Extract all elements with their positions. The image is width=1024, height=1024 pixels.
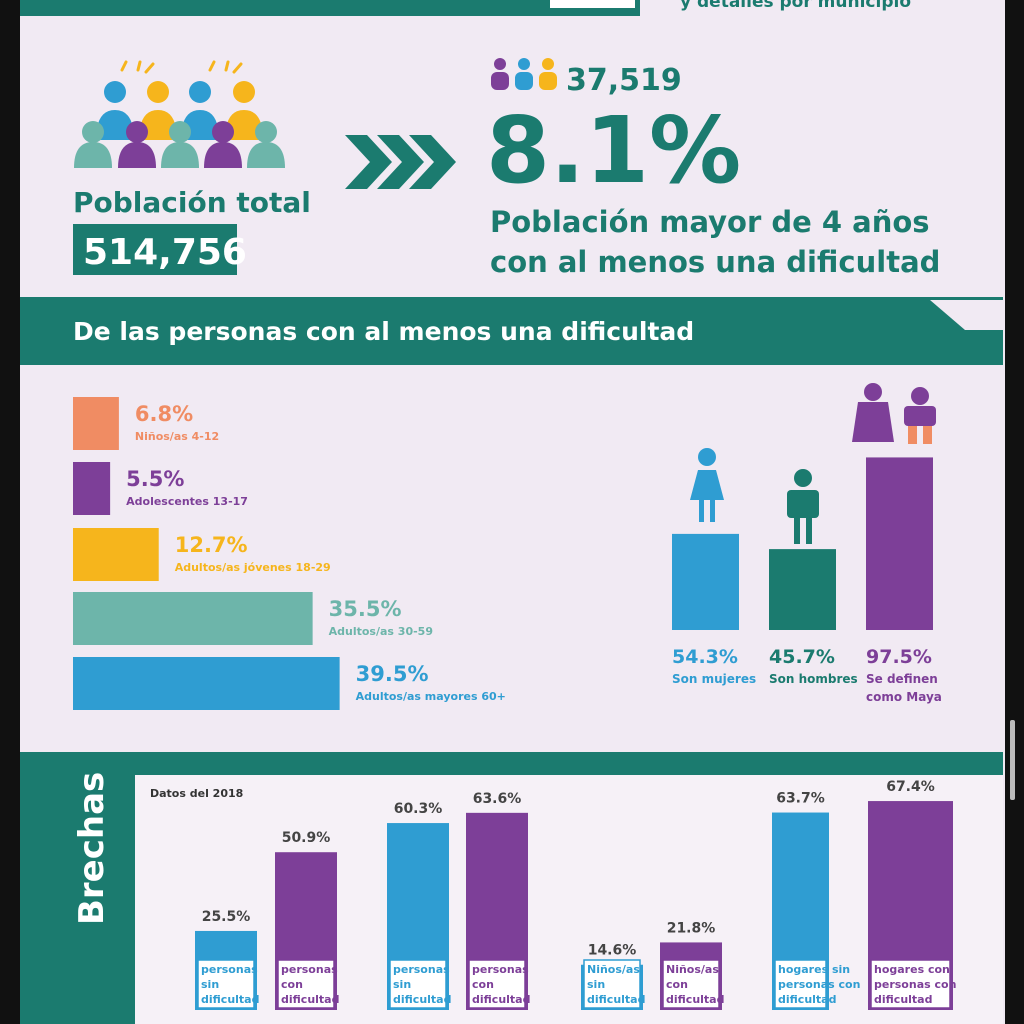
band-notch	[930, 300, 1003, 330]
gap-value: 25.5%	[202, 909, 251, 925]
gap-label-box	[583, 959, 641, 1009]
with-difficulty-count: 37,519	[566, 63, 682, 98]
header-fragment: y detalles por municipio	[680, 0, 911, 12]
gap-label: con	[666, 978, 688, 991]
gaps-note: Datos del 2018	[150, 787, 243, 800]
gap-label: hogares con	[874, 963, 950, 976]
gap-label: sin	[201, 978, 219, 991]
gap-label: dificultad	[201, 993, 259, 1006]
gap-label: Niños/as	[666, 963, 719, 976]
identity-label: como Maya	[866, 690, 942, 704]
description-line: con al menos una dificultad	[490, 245, 940, 279]
gap-label: Niños/as	[587, 963, 640, 976]
chevrons	[345, 135, 456, 189]
identity-label: Se definen	[866, 672, 938, 686]
age-bar	[73, 397, 119, 450]
gap-label: sin	[587, 978, 605, 991]
age-bar	[73, 657, 340, 710]
identity-value: 54.3%	[672, 646, 738, 668]
gap-value: 67.4%	[886, 779, 935, 795]
age-value: 6.8%	[135, 402, 193, 426]
gap-label: personas	[201, 963, 258, 976]
gap-value: 21.8%	[667, 920, 716, 936]
gap-label: dificultad	[874, 993, 932, 1006]
top-gap	[640, 0, 1003, 20]
gap-value: 50.9%	[282, 830, 331, 846]
age-value: 39.5%	[356, 662, 429, 686]
gap-label: personas	[472, 963, 529, 976]
gap-label: dificultad	[281, 993, 339, 1006]
scrollbar	[1010, 720, 1015, 800]
gap-value: 14.6%	[588, 943, 637, 959]
identity-label: Son mujeres	[672, 672, 756, 686]
gap-label: personas con	[874, 978, 956, 991]
age-bar	[73, 592, 313, 645]
age-value: 12.7%	[175, 533, 248, 557]
population-label: Población total	[73, 186, 311, 219]
gap-value: 60.3%	[394, 801, 443, 817]
gaps-side	[20, 752, 135, 1024]
gap-label-box	[870, 959, 951, 1009]
age-label: Niños/as 4-12	[135, 430, 219, 443]
gap-label-box	[197, 959, 255, 1009]
gap-label-box	[277, 959, 335, 1009]
gap-label: dificultad	[666, 993, 724, 1006]
gap-label-box	[468, 959, 526, 1009]
top-box	[550, 0, 635, 8]
gap-label: con	[472, 978, 494, 991]
age-label: Adolescentes 13-17	[126, 495, 248, 508]
gap-label: sin	[393, 978, 411, 991]
gap-label: personas con	[778, 978, 860, 991]
gap-label: hogares sin	[778, 963, 850, 976]
gap-value: 63.7%	[776, 791, 825, 807]
gap-label-box	[662, 959, 720, 1009]
age-label: Adultos/as jóvenes 18-29	[175, 561, 331, 574]
gap-value: 63.6%	[473, 791, 522, 807]
section-band	[20, 297, 1003, 365]
age-label: Adultos/as 30-59	[329, 625, 433, 638]
percent: 8.1%	[486, 97, 741, 204]
total-box	[73, 224, 237, 275]
identity-label: Son hombres	[769, 672, 858, 686]
identity-bar	[672, 533, 739, 630]
identity-bar	[769, 549, 836, 630]
small-people-icon	[491, 58, 557, 90]
age-value: 35.5%	[329, 597, 402, 621]
age-bar	[73, 528, 159, 581]
gaps-band	[20, 752, 1003, 775]
population-total: 514,756	[83, 232, 247, 273]
gap-label: dificultad	[778, 993, 836, 1006]
identity-bar	[866, 457, 933, 630]
age-bar	[73, 462, 111, 515]
gap-label: con	[281, 978, 303, 991]
gap-label: dificultad	[472, 993, 530, 1006]
gap-label-box	[389, 959, 447, 1009]
section-title: De las personas con al menos una dificul…	[73, 317, 694, 346]
identity-icons	[690, 383, 936, 544]
gap-label: personas	[393, 963, 450, 976]
gaps-title: Brechas	[72, 772, 112, 925]
gap-label: dificultad	[587, 993, 645, 1006]
age-label: Adultos/as mayores 60+	[356, 690, 506, 703]
identity-value: 97.5%	[866, 646, 932, 668]
age-value: 5.5%	[126, 467, 184, 491]
gap-label: personas	[281, 963, 338, 976]
gap-label-box	[774, 959, 827, 1009]
identity-value: 45.7%	[769, 646, 835, 668]
people-icon	[74, 60, 285, 168]
gap-label: dificultad	[393, 993, 451, 1006]
description-line: Población mayor de 4 años	[490, 205, 930, 239]
